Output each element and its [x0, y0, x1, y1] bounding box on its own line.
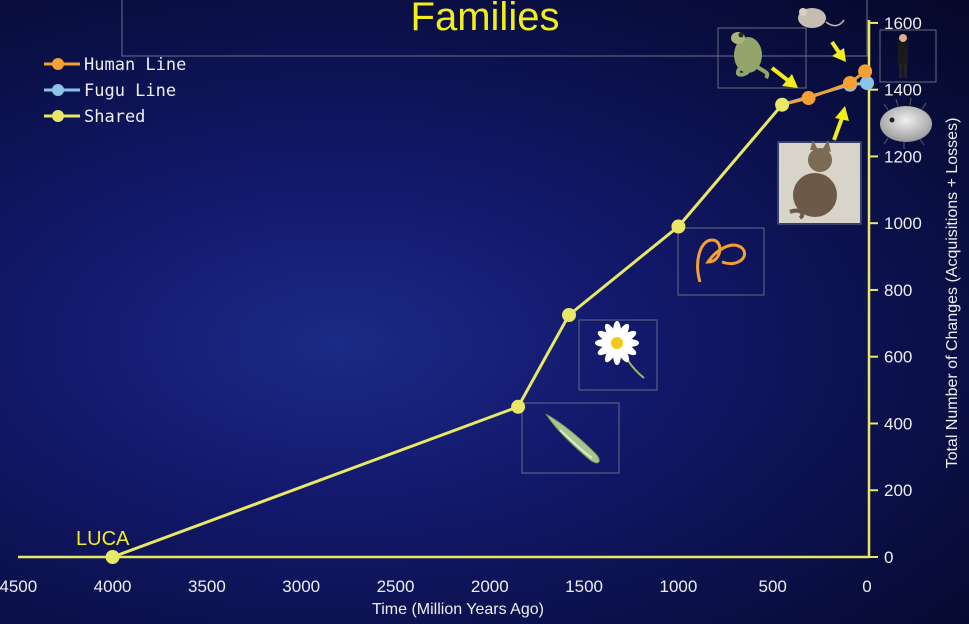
x-tick-label-4000: 4000: [94, 577, 132, 596]
luca-annotation: LUCA: [76, 528, 130, 550]
chart-title: Families: [411, 0, 560, 39]
point-shared-1: [511, 399, 526, 414]
x-tick-label-3000: 3000: [282, 577, 320, 596]
point-human-line-1: [801, 91, 816, 106]
cat-icon: [777, 140, 862, 225]
roundworm-icon: [677, 227, 765, 296]
x-tick-label-4500: 4500: [0, 577, 37, 596]
arrow-to-fish-divergence-node: [832, 106, 849, 141]
legend-item-fugu-line: Fugu Line: [44, 81, 176, 101]
point-shared-0: [105, 550, 120, 564]
x-tick-label-1500: 1500: [565, 577, 603, 596]
pufferfish-icon: [880, 97, 932, 149]
x-tick-label-500: 500: [759, 577, 787, 596]
point-fugu-line-2: [860, 76, 874, 91]
legend-label-human-line: Human Line: [84, 55, 186, 75]
legend: Human Line Fugu Line Shared: [44, 55, 186, 127]
series-line-shared: [112, 103, 784, 559]
point-shared-2: [562, 307, 577, 322]
x-axis-label: Time (Million Years Ago): [372, 601, 544, 618]
daisy-icon: [578, 319, 658, 391]
legend-item-shared: Shared: [44, 107, 145, 127]
human-icon: [879, 29, 937, 83]
y-tick-label-400: 400: [884, 414, 912, 433]
y-axis-label: Total Number of Changes (Acquisitions + …: [944, 118, 961, 469]
legend-label-fugu-line: Fugu Line: [84, 81, 176, 101]
legend-label-shared: Shared: [84, 107, 145, 127]
title-frame: [121, 0, 868, 57]
x-tick-label-1000: 1000: [659, 577, 697, 596]
y-tick-label-200: 200: [884, 481, 912, 500]
series-line-human-line: [781, 70, 867, 107]
point-shared-4: [775, 97, 790, 112]
y-tick-label-0: 0: [884, 548, 893, 567]
y-tick-label-1000: 1000: [884, 214, 922, 233]
mouse-icon: [798, 8, 845, 28]
x-tick-label-0: 0: [862, 577, 871, 596]
arrow-to-amphibian-node: [770, 66, 798, 88]
point-human-line-2: [843, 76, 858, 91]
x-tick-label-2000: 2000: [471, 577, 509, 596]
y-tick-label-1600: 1600: [884, 14, 922, 33]
frog-icon: [717, 27, 807, 89]
arrow-to-mammal-node: [830, 40, 846, 62]
y-tick-label-1400: 1400: [884, 81, 922, 100]
x-tick-label-3500: 3500: [188, 577, 226, 596]
point-human-line-3: [858, 64, 873, 79]
y-tick-label-800: 800: [884, 281, 912, 300]
flatworm-icon: [521, 402, 620, 474]
y-tick-label-1200: 1200: [884, 147, 922, 166]
point-shared-3: [671, 219, 686, 234]
x-tick-label-2500: 2500: [377, 577, 415, 596]
y-tick-label-600: 600: [884, 348, 912, 367]
legend-item-human-line: Human Line: [44, 55, 186, 75]
